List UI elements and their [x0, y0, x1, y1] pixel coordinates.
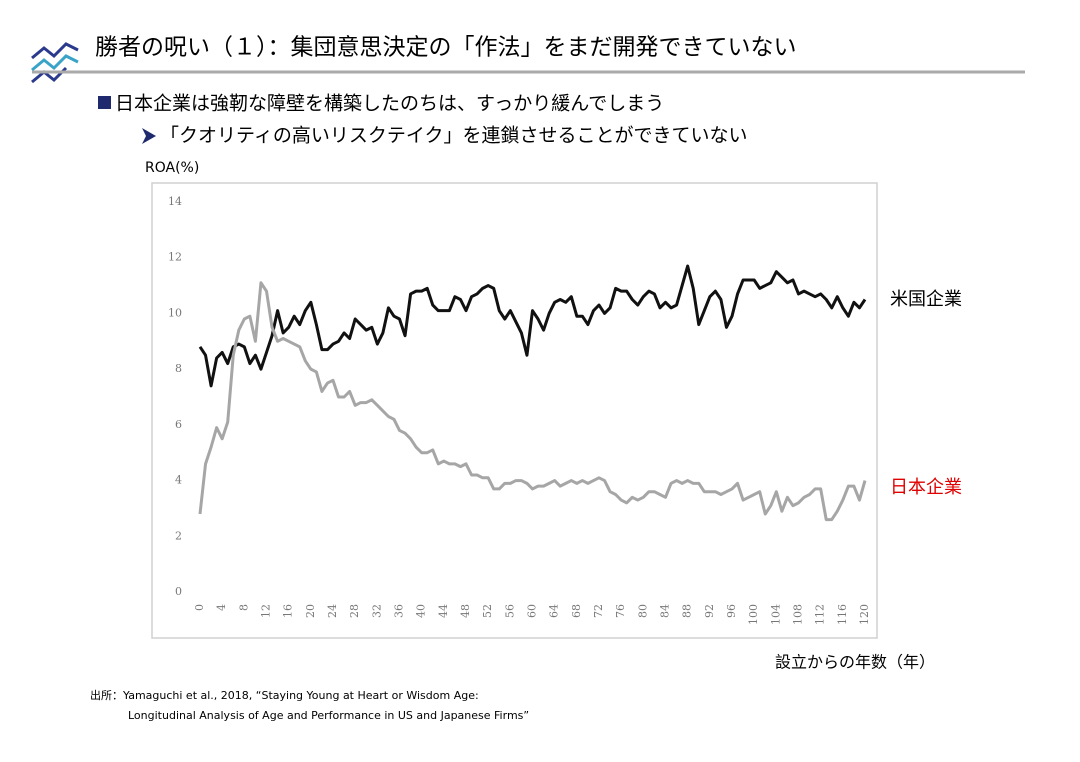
x-tick-label: 88	[681, 604, 694, 618]
x-tick-label: 44	[437, 604, 450, 618]
sub-bullet-marker	[142, 128, 156, 144]
x-tick-label: 116	[836, 604, 849, 625]
x-tick-label: 48	[459, 604, 472, 618]
x-tick-label: 20	[304, 604, 317, 618]
x-tick-label: 8	[237, 604, 250, 611]
x-tick-label: 76	[614, 604, 627, 618]
x-tick-label: 84	[659, 604, 672, 618]
x-tick-label: 100	[747, 604, 760, 625]
x-tick-label: 64	[548, 604, 561, 618]
series-label: 日本企業	[890, 477, 962, 498]
y-tick-label: 8	[175, 362, 182, 375]
source: Longitudinal Analysis of Age and Perform…	[128, 709, 529, 722]
y-tick-label: 12	[168, 251, 182, 264]
y-tick-label: 0	[175, 585, 182, 598]
x-axis-label: 設立からの年数（年）	[775, 653, 935, 672]
series-line	[198, 264, 867, 388]
y-tick-label: 4	[175, 474, 182, 487]
x-tick-label: 68	[570, 604, 583, 618]
x-tick-label: 40	[415, 604, 428, 618]
x-tick-label: 80	[636, 604, 649, 618]
x-tick-label: 120	[858, 604, 871, 625]
y-axis-label: ROA(%)	[145, 160, 199, 176]
x-tick-label: 16	[282, 604, 295, 618]
x-tick-label: 4	[215, 604, 228, 611]
series-label: 米国企業	[890, 289, 962, 310]
source: 出所：Yamaguchi et al., 2018, “Staying Youn…	[90, 688, 479, 702]
x-tick-label: 52	[481, 604, 494, 618]
logo	[31, 42, 79, 84]
series-line	[198, 281, 867, 522]
bullet-marker	[98, 96, 111, 109]
y-tick-label: 10	[168, 306, 182, 319]
x-tick-label: 108	[792, 604, 805, 625]
x-tick-label: 56	[503, 604, 516, 618]
x-tick-label: 36	[393, 604, 406, 618]
plot-frame	[151, 182, 878, 639]
x-tick-label: 72	[592, 604, 605, 618]
x-tick-label: 12	[260, 604, 273, 618]
x-tick-label: 28	[348, 604, 361, 618]
x-tick-label: 24	[326, 604, 339, 618]
x-tick-label: 0	[193, 604, 206, 611]
bullet: 日本企業は強靭な障壁を構築したのちは、すっかり緩んでしまう	[115, 93, 664, 115]
x-tick-label: 112	[814, 604, 827, 625]
x-tick-label: 104	[769, 604, 782, 625]
y-tick-label: 14	[168, 195, 182, 208]
title: 勝者の呪い（１）：集団意思決定の「作法」をまだ開発できていない	[95, 35, 797, 61]
x-tick-label: 96	[725, 604, 738, 618]
y-tick-label: 6	[175, 418, 182, 431]
y-tick-label: 2	[175, 529, 182, 542]
x-tick-label: 32	[370, 604, 383, 618]
sub-bullet: 「クオリティの高いリスクテイク」を連鎖させることができていない	[160, 125, 747, 147]
x-tick-label: 60	[526, 604, 539, 618]
x-tick-label: 92	[703, 604, 716, 618]
